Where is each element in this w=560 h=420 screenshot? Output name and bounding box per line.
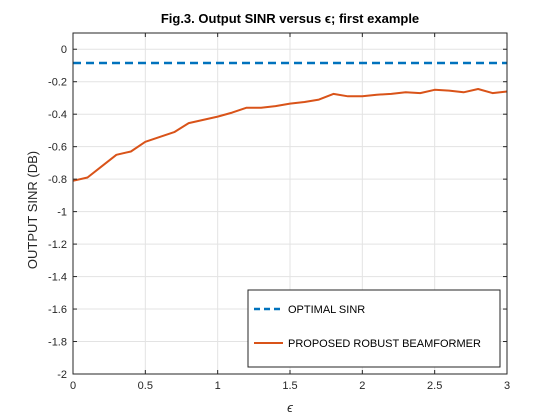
legend: OPTIMAL SINR PROPOSED ROBUST BEAMFORMER bbox=[247, 289, 501, 368]
x-tick-label: 3 bbox=[504, 380, 510, 392]
y-tick-label: -0.8 bbox=[48, 174, 67, 186]
legend-label-proposed-robust-beamformer: PROPOSED ROBUST BEAMFORMER bbox=[288, 338, 481, 350]
y-tick-label: -1.2 bbox=[48, 239, 67, 251]
legend-label-optimal-sinr: OPTIMAL SINR bbox=[288, 304, 365, 316]
y-tick-label: -1.6 bbox=[48, 304, 67, 316]
x-tick-label: 0 bbox=[70, 380, 76, 392]
x-tick-label: 2 bbox=[359, 380, 365, 392]
y-tick-label: -1.4 bbox=[48, 272, 67, 284]
y-tick-label: -0.2 bbox=[48, 77, 67, 89]
y-tick-label: -1.8 bbox=[48, 337, 67, 349]
y-tick-label: -2 bbox=[57, 369, 67, 381]
x-axis-label: ϵ bbox=[287, 400, 293, 415]
y-tick-label: -1 bbox=[57, 207, 67, 219]
chart-title: Fig.3. Output SINR versus ϵ; first examp… bbox=[161, 11, 419, 26]
x-tick-label: 1 bbox=[215, 380, 221, 392]
y-tick-label: -0.4 bbox=[48, 109, 67, 121]
y-tick-label: 0 bbox=[61, 44, 67, 56]
y-tick-label: -0.6 bbox=[48, 142, 67, 154]
series-layer bbox=[72, 61, 508, 182]
x-tick-label: 0.5 bbox=[138, 380, 153, 392]
x-tick-label: 1.5 bbox=[282, 380, 297, 392]
series-line-proposed-robust-beamformer bbox=[72, 88, 508, 182]
x-tick-label: 2.5 bbox=[427, 380, 442, 392]
legend-box bbox=[247, 289, 501, 368]
y-axis-label: OUTPUT SINR (DB) bbox=[25, 151, 40, 269]
ticks: 0 0.5 1 1.5 2 2.5 3 0 -0.2 -0.4 -0.6 -0.8 -1 -1.2 -1.4… bbox=[48, 33, 510, 392]
